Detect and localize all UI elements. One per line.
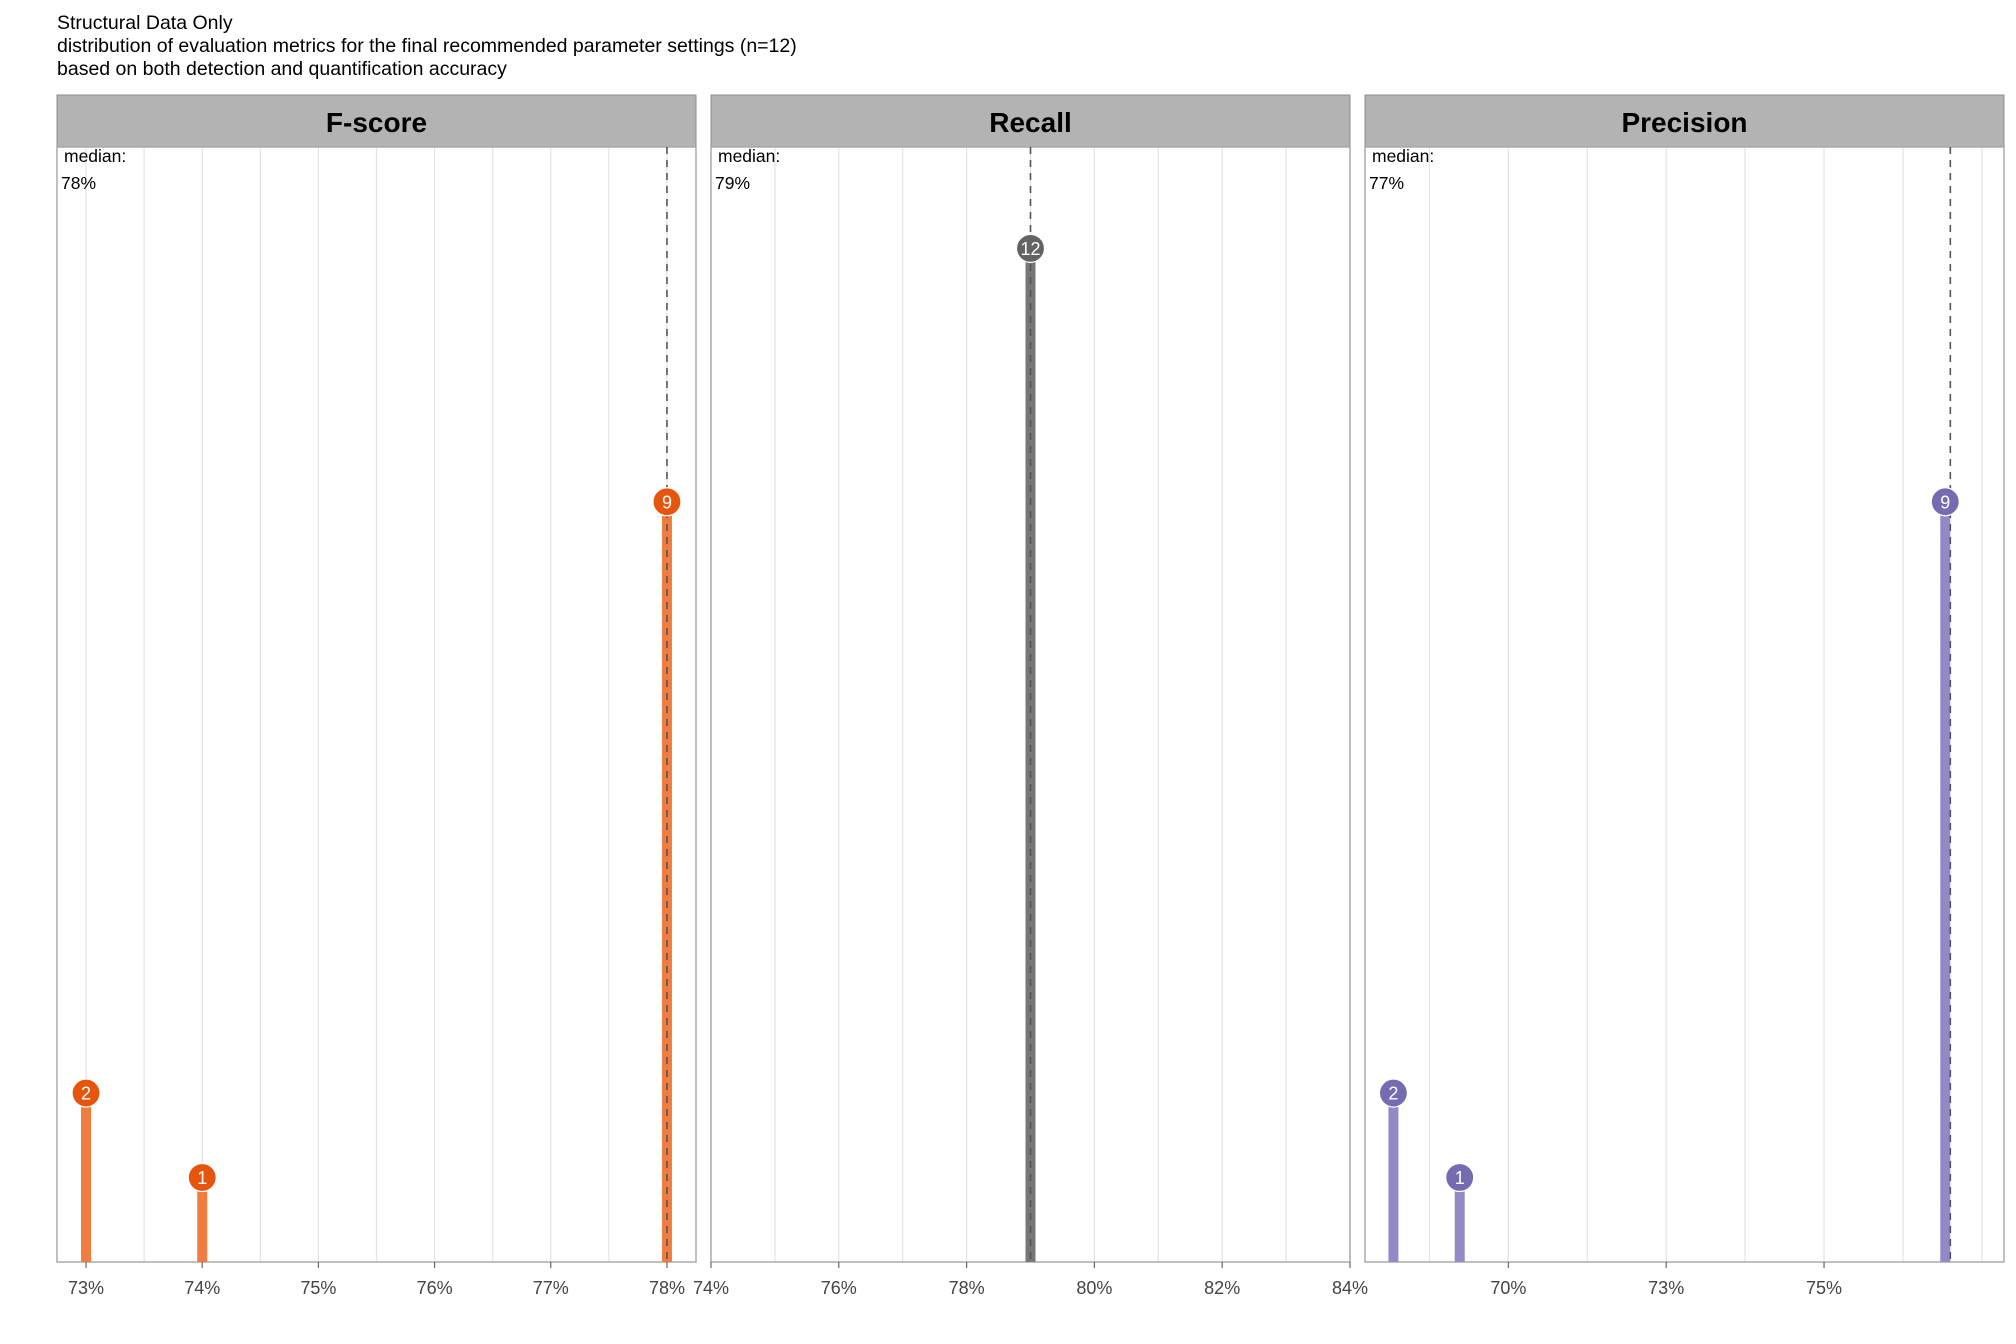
median-value-label: 78% — [61, 173, 96, 193]
median-label: median: — [718, 146, 780, 166]
x-axis-tick-label: 78% — [949, 1278, 985, 1298]
facet-title: Precision — [1621, 107, 1747, 138]
count-label: 9 — [662, 492, 672, 512]
x-axis-tick-label: 75% — [1806, 1278, 1842, 1298]
lollipop-head — [1445, 1162, 1475, 1193]
panel-recall: Recall median: 79% 12 74% 76% 78% 80% 82% 84% — [693, 94, 1368, 1298]
median-value-label: 77% — [1369, 173, 1404, 193]
x-axis-tick-label: 70% — [1490, 1278, 1526, 1298]
lollipop-head — [1930, 487, 1960, 517]
facet-title: Recall — [989, 107, 1072, 138]
x-axis-tick-label: 74% — [184, 1278, 220, 1298]
facet-strip — [1364, 94, 2005, 148]
count-label: 12 — [1020, 239, 1040, 259]
panel-border — [56, 146, 697, 1263]
x-axis-tick-label: 73% — [68, 1278, 104, 1298]
facet-strip — [710, 94, 1351, 148]
facet-title: F-score — [326, 107, 427, 138]
chart-title: Structural Data Only — [57, 12, 233, 34]
median-label: median: — [64, 146, 126, 166]
x-axis-tick-label: 84% — [1332, 1278, 1368, 1298]
x-axis-tick-label: 73% — [1648, 1278, 1684, 1298]
count-label: 1 — [1455, 1168, 1465, 1188]
x-axis-tick-label: 76% — [821, 1278, 857, 1298]
lollipop-head — [1015, 233, 1046, 263]
x-axis-tick-label: 76% — [417, 1278, 453, 1298]
x-axis-tick-label: 75% — [300, 1278, 336, 1298]
count-label: 1 — [197, 1168, 207, 1188]
count-label: 2 — [1388, 1084, 1398, 1104]
x-axis-tick-label: 74% — [693, 1278, 729, 1298]
lollipop-head — [71, 1078, 101, 1108]
count-label: 9 — [1940, 492, 1950, 512]
x-axis-tick-label: 80% — [1076, 1278, 1112, 1298]
lollipop-head — [652, 487, 682, 517]
chart-subtitle-2: based on both detection and quantificati… — [57, 58, 507, 80]
lollipop-head — [1378, 1078, 1409, 1108]
panel-precision: Precision median: 77% 2 1 9 70% 73% 75% — [1364, 94, 2005, 1298]
x-axis-tick-label: 78% — [649, 1278, 685, 1298]
chart-titles: Structural Data Only distribution of eva… — [57, 12, 797, 81]
chart-subtitle-1: distribution of evaluation metrics for t… — [57, 35, 797, 57]
facet-strip — [56, 94, 697, 148]
median-label: median: — [1372, 146, 1434, 166]
x-axis-tick-label: 77% — [533, 1278, 569, 1298]
panel-border — [1364, 146, 2005, 1263]
panel-background — [1365, 147, 2004, 1262]
lollipop-head — [187, 1162, 217, 1193]
panel-f-score: F-score median: 78% 2 1 9 73% 74% 75% 76% 77% 78% — [56, 94, 697, 1298]
median-value-label: 79% — [715, 173, 750, 193]
count-label: 2 — [81, 1084, 91, 1104]
x-axis-tick-label: 82% — [1204, 1278, 1240, 1298]
